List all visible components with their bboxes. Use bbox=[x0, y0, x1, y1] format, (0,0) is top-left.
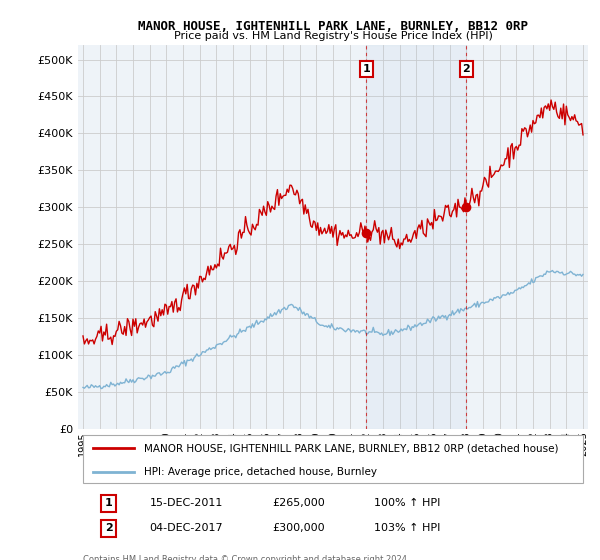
Text: Price paid vs. HM Land Registry's House Price Index (HPI): Price paid vs. HM Land Registry's House … bbox=[173, 31, 493, 41]
Text: MANOR HOUSE, IGHTENHILL PARK LANE, BURNLEY, BB12 0RP (detached house): MANOR HOUSE, IGHTENHILL PARK LANE, BURNL… bbox=[145, 444, 559, 453]
Text: 103% ↑ HPI: 103% ↑ HPI bbox=[374, 524, 440, 533]
Text: 15-DEC-2011: 15-DEC-2011 bbox=[149, 498, 223, 508]
Text: 2: 2 bbox=[105, 524, 112, 533]
Text: 1: 1 bbox=[362, 64, 370, 74]
Text: 04-DEC-2017: 04-DEC-2017 bbox=[149, 524, 223, 533]
FancyBboxPatch shape bbox=[83, 435, 583, 483]
Text: 100% ↑ HPI: 100% ↑ HPI bbox=[374, 498, 440, 508]
Text: 1: 1 bbox=[105, 498, 112, 508]
Text: HPI: Average price, detached house, Burnley: HPI: Average price, detached house, Burn… bbox=[145, 467, 377, 477]
Text: £300,000: £300,000 bbox=[272, 524, 325, 533]
Text: Contains HM Land Registry data © Crown copyright and database right 2024.
This d: Contains HM Land Registry data © Crown c… bbox=[83, 555, 410, 560]
Text: 2: 2 bbox=[463, 64, 470, 74]
Bar bbox=[367, 45, 466, 429]
Text: £265,000: £265,000 bbox=[272, 498, 325, 508]
Text: MANOR HOUSE, IGHTENHILL PARK LANE, BURNLEY, BB12 0RP: MANOR HOUSE, IGHTENHILL PARK LANE, BURNL… bbox=[138, 20, 528, 32]
